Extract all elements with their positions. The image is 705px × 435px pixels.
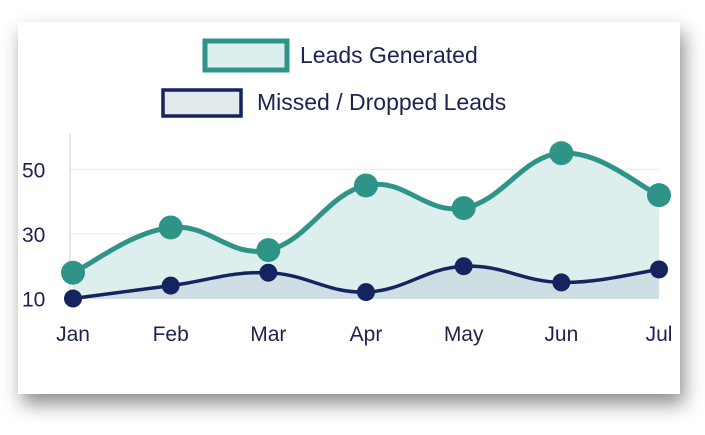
data-point [357,283,375,302]
legend-swatch [202,38,290,73]
label-layer: 10 30 50 Jan Feb Mar Apr May Jun Jul [22,159,672,346]
data-point [650,260,668,279]
x-tick-label: May [444,323,484,346]
data-point [647,183,671,208]
y-tick-label: 30 [22,224,45,247]
x-tick-label: Feb [153,323,189,346]
x-tick-label: Jul [646,323,673,346]
legend-label: Leads Generated [300,42,478,68]
legend: Leads Generated Missed / Dropped Leads [161,38,506,118]
data-point [64,289,82,308]
x-tick-label: Jun [544,323,578,346]
data-point [259,263,278,282]
data-point [552,273,571,292]
x-tick-label: Apr [350,323,383,346]
data-point [451,196,476,221]
data-point [549,141,574,166]
data-point [161,276,180,295]
y-tick-label: 10 [22,289,45,312]
data-point [61,260,85,285]
y-tick-label: 50 [22,159,45,182]
legend-swatch [161,88,243,118]
x-tick-label: Jan [56,323,90,346]
data-point [256,238,281,263]
legend-label: Missed / Dropped Leads [257,89,506,115]
data-point [454,257,473,276]
series-area [73,153,659,299]
point-layer [61,141,671,308]
data-point [354,173,378,198]
x-tick-label: Mar [250,323,286,346]
data-point [158,215,183,240]
